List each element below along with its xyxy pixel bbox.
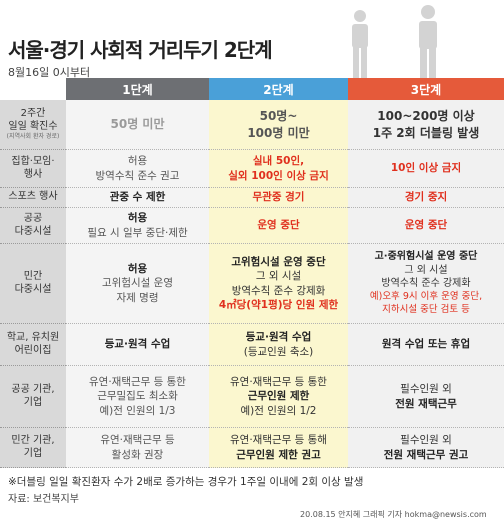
stage-2-public-facilities: 운영 중단: [209, 208, 348, 244]
stage-2-sports: 무관중 경기: [209, 188, 348, 208]
footnote-doubling: ※더블링 일일 확진환자 수가 2배로 증가하는 경우가 1주일 이내에 2회 …: [8, 476, 364, 488]
row-label-public-institutions: 공공 기관, 기업: [0, 366, 66, 428]
stage-1-gatherings: 허용 방역수칙 준수 권고: [66, 150, 209, 188]
stage-2-daily-cases: 50명~ 100명 미만: [209, 100, 348, 150]
row-label-daily-cases: 2주간 일일 확진수 (지역사회 환자 경로): [0, 100, 66, 150]
stage-3-gatherings: 10인 이상 금지: [348, 150, 504, 188]
stage-3-public-institutions: 필수인원 외 전원 재택근무: [348, 366, 504, 428]
stage-2-public-institutions: 유연·재택근무 등 통한 근무인원 제한 예)전 인원의 1/2: [209, 366, 348, 428]
stage-3-column-bg: [348, 100, 504, 468]
row-label-private-facilities: 민간 다중시설: [0, 244, 66, 324]
stage-3-daily-cases: 100~200명 이상 1주 2회 더블링 발생: [348, 100, 504, 150]
stage-2-private-institutions: 유연·재택근무 등 통해 근무인원 제한 권고: [209, 428, 348, 468]
stage-2-private-facilities: 고위험시설 운영 중단 그 외 시설 방역수칙 준수 강제화 4㎡당(약1평)당…: [209, 244, 348, 324]
stage-1-public-institutions: 유연·재택근무 등 통한 근무밀집도 최소화 예)전 인원의 1/3: [66, 366, 209, 428]
stage-1-public-facilities: 허용 필요 시 일부 중단·제한: [66, 208, 209, 244]
credit-text: 20.08.15 안지혜 그래픽 기자 hokma@newsis.com: [300, 510, 487, 519]
stage-3-private-institutions: 필수인원 외 전원 재택근무 권고: [348, 428, 504, 468]
stage-2-gatherings: 실내 50인, 실외 100인 이상 금지: [209, 150, 348, 188]
stage-1-daily-cases: 50명 미만: [66, 100, 209, 150]
stage-1-schools: 등교·원격 수업: [66, 324, 209, 366]
stage-2-schools: 등교·원격 수업 (등교인원 축소): [209, 324, 348, 366]
stage-2-column-bg: [209, 100, 348, 468]
row-label-schools: 학교, 유치원 어린이집: [0, 324, 66, 366]
person-icon-right: [419, 5, 437, 80]
stage-2-header: 2단계: [209, 78, 348, 100]
source-text: 자료: 보건복지부: [8, 494, 79, 505]
stage-1-sports: 관중 수 제한: [66, 188, 209, 208]
stage-3-sports: 경기 중지: [348, 188, 504, 208]
stage-1-header: 1단계: [66, 78, 209, 100]
stage-3-private-facilities: 고·중위험시설 운영 중단 그 외 시설 방역수칙 준수 강제화 예)오후 9시…: [348, 244, 504, 324]
row-label-public-facilities: 공공 다중시설: [0, 208, 66, 244]
page-subtitle: 8월16일 0시부터: [8, 66, 91, 79]
people-figures-illustration: [352, 5, 437, 80]
stage-3-schools: 원격 수업 또는 휴업: [348, 324, 504, 366]
page-title: 서울·경기 사회적 거리두기 2단계: [8, 38, 273, 62]
stage-1-private-institutions: 유연·재택근무 등 활성화 권장: [66, 428, 209, 468]
row-label-sports: 스포츠 행사: [0, 188, 66, 208]
row-label-private-institutions: 민간 기관, 기업: [0, 428, 66, 468]
stage-1-private-facilities: 허용 고위험시설 운영 자제 명령: [66, 244, 209, 324]
stage-1-column-bg: [66, 100, 209, 468]
row-label-gatherings: 집합·모임· 행사: [0, 150, 66, 188]
stage-3-public-facilities: 운영 중단: [348, 208, 504, 244]
person-icon-left: [352, 10, 368, 78]
stage-3-header: 3단계: [348, 78, 504, 100]
